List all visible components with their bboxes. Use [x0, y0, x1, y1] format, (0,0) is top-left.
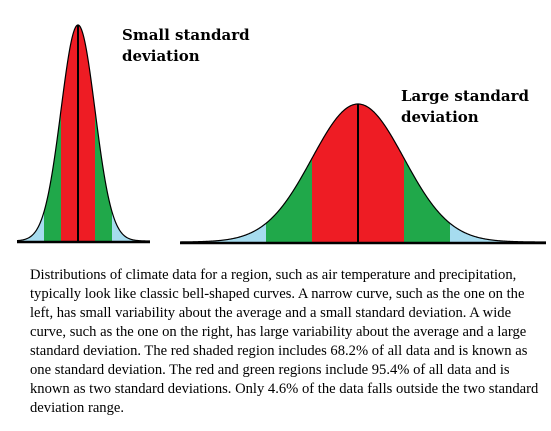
large-left-tail-region — [180, 223, 266, 242]
small-curve-outline — [16, 24, 150, 242]
small-sd-label: Small standard deviation — [122, 26, 250, 65]
large-sd-curve — [180, 103, 546, 245]
large-curve-outline — [180, 103, 546, 243]
bell-curves-figure — [16, 24, 546, 245]
small-left-tail-region — [17, 211, 44, 241]
large-right-tail-region — [450, 223, 546, 242]
large-sd-label: Large standard deviation — [401, 87, 530, 126]
caption-text: Distributions of climate data for a regi… — [30, 267, 539, 416]
small-sd-curve — [16, 24, 150, 244]
